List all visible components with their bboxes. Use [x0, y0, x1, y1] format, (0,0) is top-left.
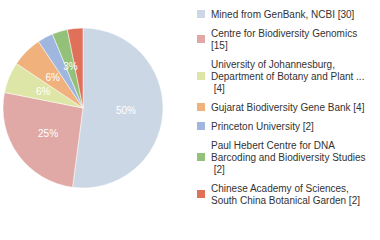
svg-text:6%: 6% — [45, 72, 60, 83]
svg-text:25%: 25% — [38, 128, 58, 139]
svg-text:[2]: [2] — [211, 164, 225, 175]
svg-text:6%: 6% — [36, 86, 51, 97]
svg-text:50%: 50% — [116, 105, 136, 116]
svg-text:Department of Botany and Plant: Department of Botany and Plant ... — [211, 71, 364, 82]
svg-text:Gujarat Biodiversity Gene Bank: Gujarat Biodiversity Gene Bank [4] — [211, 102, 365, 113]
svg-text:Centre for Biodiversity Genomi: Centre for Biodiversity Genomics — [211, 28, 360, 39]
svg-text:University of Johannesburg,: University of Johannesburg, — [211, 59, 338, 70]
svg-text:South China Botanical Garden [: South China Botanical Garden [2] — [211, 195, 360, 206]
svg-text:[4]: [4] — [211, 83, 225, 94]
svg-text:Princeton University [2]: Princeton University [2] — [211, 121, 314, 132]
svg-text:Paul Hebert Centre for DNA: Paul Hebert Centre for DNA — [211, 140, 337, 151]
svg-text:[15]: [15] — [211, 40, 228, 51]
svg-text:Mined from GenBank, NCBI [30]: Mined from GenBank, NCBI [30] — [211, 9, 355, 20]
svg-text:Chinese Academy of Sciences,: Chinese Academy of Sciences, — [211, 183, 352, 194]
svg-text:3%: 3% — [63, 61, 78, 72]
svg-text:Barcoding and Biodiversity Stu: Barcoding and Biodiversity Studies — [211, 152, 366, 163]
